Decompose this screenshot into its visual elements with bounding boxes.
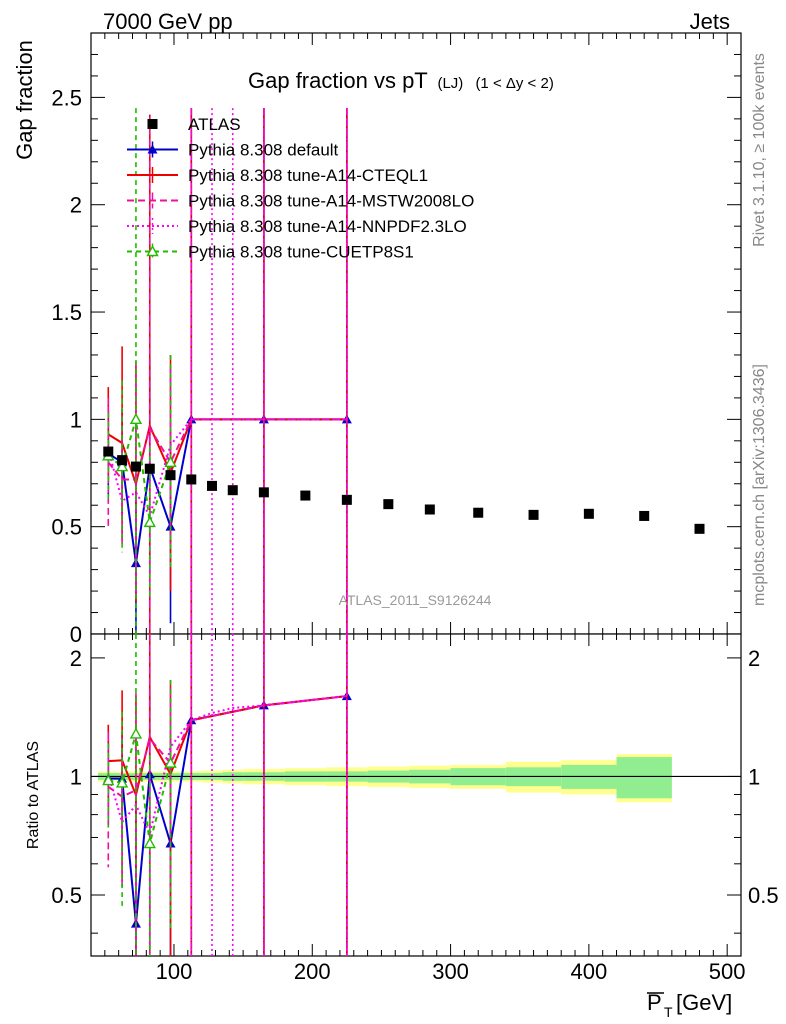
atlas-data-point bbox=[103, 446, 114, 457]
legend-marker bbox=[146, 245, 159, 257]
y-tick-label-top: 2.5 bbox=[51, 85, 82, 110]
chart-title-sub1: (LJ) bbox=[437, 75, 463, 92]
y-tick-label-top: 1 bbox=[70, 407, 82, 432]
ratio-y-tick-label-right: 0.5 bbox=[748, 883, 779, 908]
ratio-panel-series bbox=[102, 634, 352, 956]
header-right: Jets bbox=[690, 9, 730, 34]
atlas-data-point bbox=[528, 509, 539, 520]
atlas-data-point bbox=[424, 504, 435, 515]
header-left: 7000 GeV pp bbox=[103, 9, 233, 34]
ratio-y-tick-label-right: 1 bbox=[748, 764, 760, 789]
y-axis-label-top: Gap fraction bbox=[12, 40, 37, 160]
x-tick-label: 100 bbox=[156, 959, 193, 984]
legend: ATLAS Pythia 8.308 default Pythia 8.308 tu… bbox=[127, 115, 474, 262]
ratio-series-line bbox=[107, 695, 347, 798]
series-line bbox=[107, 418, 347, 519]
series-marker bbox=[129, 412, 143, 425]
legend-marker bbox=[147, 144, 158, 154]
ratio-y-tick-label: 0.5 bbox=[51, 883, 82, 908]
top-panel-data bbox=[103, 446, 705, 534]
ratio-band-inner bbox=[616, 757, 672, 799]
chart-title-sub2: (1 < Δy < 2) bbox=[475, 75, 553, 92]
top-panel-frame bbox=[90, 32, 742, 635]
x-tick-label: 400 bbox=[571, 959, 608, 984]
atlas-data-point bbox=[694, 523, 705, 534]
atlas-data-point bbox=[383, 499, 394, 510]
ratio-series-marker bbox=[129, 727, 143, 739]
legend-marker bbox=[147, 119, 158, 129]
atlas-data-point bbox=[165, 470, 176, 481]
atlas-data-point bbox=[130, 461, 141, 472]
atlas-data-point bbox=[117, 455, 128, 466]
legend-label: Pythia 8.308 tune-A14-MSTW2008LO bbox=[188, 192, 474, 211]
ratio-series-line bbox=[107, 695, 347, 837]
mcplots-label: mcplots.cern.ch [arXiv:1306.3436] bbox=[751, 364, 768, 606]
top-panel-series bbox=[102, 108, 352, 634]
ratio-y-tick-label: 2 bbox=[70, 646, 82, 671]
atlas-data-point bbox=[341, 494, 352, 505]
series-marker bbox=[115, 460, 129, 472]
legend-label: Pythia 8.308 tune-A14-CTEQL1 bbox=[188, 166, 428, 185]
x-tick-label: 500 bbox=[709, 959, 746, 984]
y-tick-label-top: 2 bbox=[70, 193, 82, 218]
ratio-y-tick-label-right: 2 bbox=[748, 646, 760, 671]
x-axis-label-p: P bbox=[647, 990, 662, 1015]
x-axis-label-unit: [GeV] bbox=[676, 990, 732, 1015]
y-tick-label-top: 0.5 bbox=[51, 515, 82, 540]
x-tick-label: 300 bbox=[432, 959, 469, 984]
y-tick-label-zero: 0 bbox=[70, 622, 82, 647]
ratio-y-tick-label: 1 bbox=[70, 764, 82, 789]
chart-title-main: Gap fraction vs pT bbox=[248, 68, 427, 93]
ratio-series-marker bbox=[164, 756, 177, 768]
legend-label: Pythia 8.308 tune-CUETP8S1 bbox=[188, 243, 414, 262]
axis-ticks bbox=[91, 32, 741, 956]
legend-label: Pythia 8.308 default bbox=[188, 141, 339, 160]
atlas-data-point bbox=[186, 474, 197, 485]
ratio-series-marker bbox=[143, 837, 156, 849]
atlas-data-point bbox=[639, 510, 650, 521]
rivet-label: Rivet 3.1.10, ≥ 100k events bbox=[751, 53, 768, 247]
x-axis-label-sub: T bbox=[664, 1004, 673, 1020]
atlas-data-point bbox=[207, 480, 218, 491]
legend-label: Pythia 8.308 tune-A14-NNPDF2.3LO bbox=[188, 217, 467, 236]
y-axis-label-ratio: Ratio to ATLAS bbox=[25, 741, 42, 849]
atlas-data-point bbox=[583, 508, 594, 519]
series-marker bbox=[164, 455, 177, 467]
legend-label: ATLAS bbox=[188, 115, 241, 134]
tick-labels: 100 200 300 400 500 0.5 1 1.5 2 2.5 0 0.5 0.5 1 1 2 2 bbox=[51, 85, 778, 984]
analysis-watermark: ATLAS_2011_S9126244 bbox=[339, 592, 492, 608]
series-line bbox=[107, 418, 347, 481]
atlas-data-point bbox=[144, 463, 155, 474]
ratio-series-marker bbox=[102, 774, 115, 786]
y-tick-label-top: 1.5 bbox=[51, 300, 82, 325]
atlas-data-point bbox=[473, 507, 484, 518]
series-marker bbox=[143, 515, 156, 528]
atlas-data-point bbox=[258, 487, 269, 498]
chart-title: Gap fraction vs pT (LJ) (1 < Δy < 2) bbox=[248, 68, 554, 93]
atlas-data-point bbox=[300, 490, 311, 501]
ratio-series-marker bbox=[115, 776, 129, 788]
atlas-data-point bbox=[227, 485, 238, 496]
x-tick-label: 200 bbox=[294, 959, 331, 984]
x-axis-label: P T [GeV] bbox=[647, 990, 732, 1020]
